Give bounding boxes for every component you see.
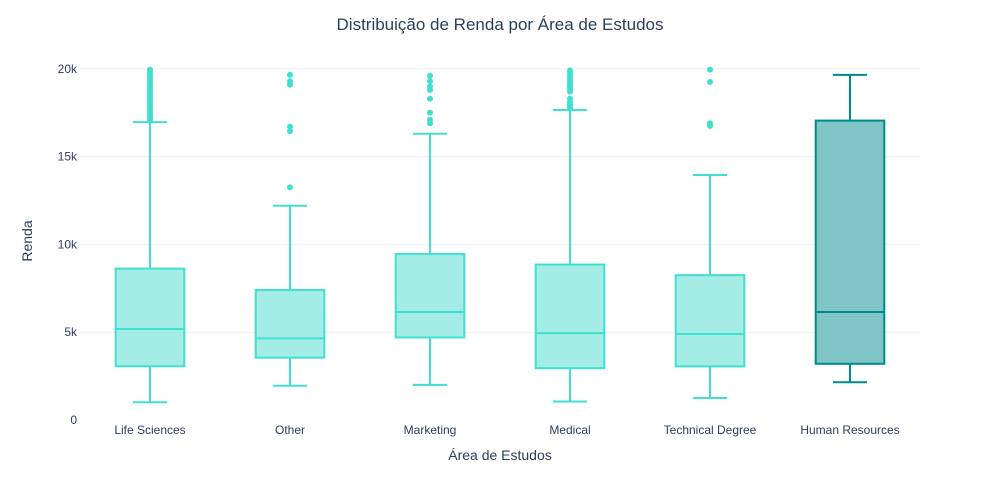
outlier-point [287, 123, 293, 130]
outlier-point [427, 95, 433, 102]
chart-title: Distribuição de Renda por Área de Estudo… [337, 15, 664, 34]
y-tick-label: 10k [58, 237, 78, 251]
x-tick-label: Technical Degree [664, 423, 757, 437]
outlier-point [567, 95, 573, 102]
box-iqr [674, 274, 746, 368]
box-iqr [254, 289, 326, 359]
box-human-resources[interactable] [814, 73, 886, 384]
box-other[interactable] [254, 71, 326, 387]
outlier-point [287, 71, 293, 78]
x-axis-ticks: Life Sciences Other Marketing Medical Techni… [114, 423, 899, 437]
outlier-point [287, 128, 293, 135]
outlier-point [427, 83, 433, 90]
outlier-point [427, 72, 433, 79]
y-tick-label: 20k [58, 62, 78, 76]
outlier-point [707, 120, 713, 127]
y-tick-label: 15k [58, 150, 78, 164]
x-tick-label: Human Resources [800, 423, 899, 437]
box-iqr [394, 253, 466, 339]
y-tick-label: 0 [70, 413, 77, 427]
y-axis-ticks: 0 5k 10k 15k 20k [58, 62, 78, 427]
x-tick-label: Medical [549, 423, 590, 437]
y-tick-label: 5k [64, 325, 78, 339]
grid-lines [80, 68, 920, 333]
box-iqr [534, 263, 606, 370]
box-iqr [114, 267, 186, 368]
x-tick-label: Other [275, 423, 305, 437]
x-tick-label: Marketing [404, 423, 457, 437]
y-axis-title: Renda [19, 220, 35, 261]
x-tick-label: Life Sciences [114, 423, 185, 437]
box-plot-series [114, 66, 886, 404]
outlier-point [147, 66, 153, 73]
box-iqr [814, 119, 886, 365]
outlier-point [707, 78, 713, 85]
box-life-sciences[interactable] [114, 66, 186, 404]
x-axis-title: Área de Estudos [448, 447, 552, 463]
box-medical[interactable] [534, 67, 606, 403]
outlier-point [287, 78, 293, 85]
box-marketing[interactable] [394, 72, 466, 386]
outlier-point [707, 66, 713, 73]
outlier-point [427, 78, 433, 85]
outlier-point [427, 109, 433, 116]
outlier-point [287, 184, 293, 191]
box-technical-degree[interactable] [674, 66, 746, 400]
outlier-point [567, 67, 573, 74]
outlier-point [427, 116, 433, 123]
